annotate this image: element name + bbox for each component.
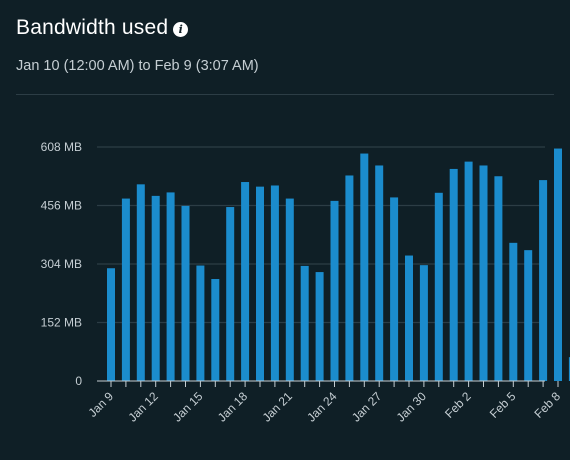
- bar[interactable]: [568, 357, 570, 381]
- bar[interactable]: [479, 165, 488, 381]
- bar[interactable]: [107, 268, 115, 381]
- bar[interactable]: [196, 265, 205, 381]
- bar[interactable]: [300, 265, 309, 381]
- x-tick-label: Jan 27: [349, 389, 385, 425]
- bar[interactable]: [464, 161, 473, 381]
- x-tick-label: Feb 5: [487, 389, 519, 421]
- x-tick-label: Jan 12: [125, 389, 161, 425]
- bar[interactable]: [509, 242, 518, 381]
- header-divider: [16, 94, 554, 95]
- x-tick-label: Jan 18: [215, 389, 251, 425]
- bar[interactable]: [121, 198, 130, 381]
- bar[interactable]: [226, 207, 235, 381]
- bar[interactable]: [539, 180, 548, 381]
- x-tick-label: Feb 2: [442, 389, 474, 421]
- y-tick-label: 456 MB: [41, 199, 82, 213]
- y-tick-label: 0: [75, 374, 82, 388]
- bar[interactable]: [554, 148, 562, 381]
- bar[interactable]: [256, 186, 264, 381]
- bars: [107, 148, 570, 381]
- bar[interactable]: [181, 205, 190, 381]
- bar[interactable]: [330, 200, 339, 381]
- x-tick-label: Jan 24: [304, 389, 340, 425]
- bar[interactable]: [494, 176, 503, 381]
- bar[interactable]: [315, 272, 324, 381]
- bar[interactable]: [211, 279, 220, 381]
- bar[interactable]: [270, 185, 279, 381]
- bar[interactable]: [360, 153, 369, 381]
- y-tick-label: 152 MB: [41, 316, 82, 330]
- bar[interactable]: [151, 195, 160, 381]
- chart-header: Bandwidth used i: [16, 16, 189, 40]
- bar[interactable]: [285, 198, 294, 381]
- chart-title: Bandwidth used: [16, 16, 169, 39]
- date-range-subtitle: Jan 10 (12:00 AM) to Feb 9 (3:07 AM): [16, 58, 259, 74]
- info-icon[interactable]: i: [173, 21, 189, 37]
- bar[interactable]: [345, 175, 354, 381]
- bar[interactable]: [136, 184, 145, 381]
- y-tick-label: 608 MB: [41, 140, 82, 154]
- x-tick-label: Jan 21: [260, 389, 296, 425]
- bar[interactable]: [405, 255, 413, 381]
- x-tick-label: Jan 15: [170, 389, 206, 425]
- bar[interactable]: [449, 168, 458, 381]
- bar[interactable]: [419, 265, 428, 381]
- bar[interactable]: [166, 192, 175, 381]
- bar[interactable]: [241, 182, 250, 381]
- bar[interactable]: [434, 192, 443, 381]
- x-tick-label: Feb 8: [532, 389, 564, 421]
- bar[interactable]: [524, 250, 533, 381]
- y-tick-label: 304 MB: [41, 257, 82, 271]
- x-tick-label: Jan 9: [85, 389, 116, 420]
- bar[interactable]: [390, 197, 399, 381]
- title-row: Bandwidth used i: [16, 16, 189, 40]
- bar[interactable]: [375, 165, 384, 381]
- x-tick-label: Jan 30: [394, 389, 430, 425]
